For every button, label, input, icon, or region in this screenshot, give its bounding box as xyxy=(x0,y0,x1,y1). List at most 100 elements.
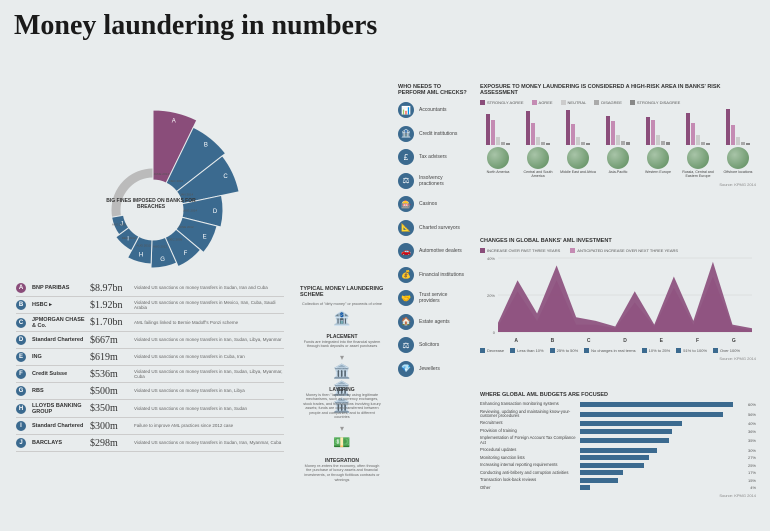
budget-value: 17% xyxy=(748,470,756,475)
budgets-source: Source: KPMG 2014 xyxy=(480,493,756,498)
svg-text:40%: 40% xyxy=(487,256,495,261)
budget-bar xyxy=(580,429,746,434)
scheme-step: 🏦 PLACEMENT Funds are integrated into th… xyxy=(300,310,384,349)
globe-icon xyxy=(647,147,669,169)
budget-bar xyxy=(580,412,746,417)
budget-row: Enhancing transaction monitoring systems… xyxy=(480,402,756,407)
aml-label: Solicitors xyxy=(419,342,439,348)
radial-center-label: BIG FINES IMPOSED ON BANKS FOR BREACHES xyxy=(96,198,206,210)
exposure-bars xyxy=(520,109,556,145)
svg-text:A: A xyxy=(172,118,176,124)
aml-item: ⚖ Solicitors xyxy=(398,337,468,353)
exposure-region: Offshore locations xyxy=(720,109,756,179)
aml-item: £ Tax advisers xyxy=(398,149,468,165)
fine-badge: G xyxy=(16,386,26,396)
budget-row: Provision of training 36% xyxy=(480,429,756,434)
fine-desc: Failure to improve AML practices since 2… xyxy=(134,423,284,428)
svg-text:JAN 2014: JAN 2014 xyxy=(180,192,194,196)
budget-label: Implementation of Foreign Account Tax Co… xyxy=(480,436,580,445)
aml-icon: 🏠 xyxy=(398,314,414,330)
exposure-title: EXPOSURE TO MONEY LAUNDERING IS CONSIDER… xyxy=(480,84,756,96)
budget-row: Reviewing, updating and maintaining know… xyxy=(480,410,756,419)
scheme-icon: 💵 xyxy=(328,434,356,456)
svg-text:AUG 2012: AUG 2012 xyxy=(153,244,167,248)
scheme-step: 🏛️🏛️🏛️ LAYERING Money is then "layered" … xyxy=(300,363,384,420)
budget-bar xyxy=(580,470,746,475)
fine-amount: $1.70bn xyxy=(90,317,134,328)
fine-bank: JPMORGAN CHASE & Co. xyxy=(32,317,90,329)
aml-label: Charted surveyors xyxy=(419,225,460,231)
budget-row: Recruitment 40% xyxy=(480,421,756,426)
fine-desc: Violated US sanctions on money transfers… xyxy=(134,300,284,311)
fine-bank: HSBC ▸ xyxy=(32,302,90,308)
scheme-step-desc: Funds are integrated into the financial … xyxy=(300,340,384,349)
aml-icon: £ xyxy=(398,149,414,165)
legend-item: 25% to 50% xyxy=(550,348,579,353)
budgets-chart: WHERE GLOBAL AML BUDGETS ARE FOCUSED Enh… xyxy=(480,392,756,498)
exposure-region: North America xyxy=(480,109,516,179)
fine-desc: AML failings linked to Bernie Madoff's P… xyxy=(134,320,284,325)
laundering-scheme: TYPICAL MONEY LAUNDERING SCHEME Collecti… xyxy=(300,286,384,486)
budget-bar xyxy=(580,438,746,443)
fine-bank: BNP PARIBAS xyxy=(32,285,90,291)
budget-value: 25% xyxy=(748,463,756,468)
budget-bar xyxy=(580,485,748,490)
fine-row: E ING $619m Violated US sanctions on mon… xyxy=(16,349,284,366)
aml-icon: ⚖ xyxy=(398,173,414,189)
svg-text:G: G xyxy=(160,257,165,263)
aml-checks-list: WHO NEEDS TO PERFORM AML CHECKS? 📊 Accou… xyxy=(398,84,468,384)
aml-item: 🎰 Casinos xyxy=(398,196,468,212)
fine-desc: Violated US sanctions on money transfers… xyxy=(134,354,284,359)
budget-value: 4% xyxy=(750,485,756,490)
region-label: Russia, Central and Eastern Europe xyxy=(680,171,716,179)
budget-label: Other xyxy=(480,486,580,491)
aml-icon: 📐 xyxy=(398,220,414,236)
region-label: North America xyxy=(480,171,516,175)
legend-item: 10% to 25% xyxy=(642,348,671,353)
aml-item: 🤝 Trust service providers xyxy=(398,290,468,306)
globe-icon xyxy=(527,147,549,169)
fine-desc: Violated US sanctions on money transfers… xyxy=(134,369,284,380)
budget-row: Increasing internal reporting requiremen… xyxy=(480,463,756,468)
svg-text:C: C xyxy=(223,174,228,180)
fine-bank: Credit Suisse xyxy=(32,371,90,377)
fine-amount: $350m xyxy=(90,403,134,414)
fine-badge: B xyxy=(16,300,26,310)
fines-table: A BNP PARIBAS $8.97bn Violated US sancti… xyxy=(16,280,284,452)
budget-value: 60% xyxy=(748,402,756,407)
svg-text:G: G xyxy=(732,338,736,344)
legend-item: Decrease xyxy=(480,348,504,353)
aml-icon: 🏦 xyxy=(398,126,414,142)
scheme-icon: 🏦 xyxy=(328,310,356,332)
aml-item: 📊 Accountants xyxy=(398,102,468,118)
aml-icon: ⚖ xyxy=(398,337,414,353)
budget-label: Transaction look-back reviews xyxy=(480,478,580,483)
legend-item: Less than 10% xyxy=(510,348,543,353)
svg-text:20%: 20% xyxy=(487,293,495,298)
aml-item: 🏠 Estate agents xyxy=(398,314,468,330)
aml-icon: 🚗 xyxy=(398,243,414,259)
aml-item: 🏦 Credit institutions xyxy=(398,126,468,142)
fine-row: A BNP PARIBAS $8.97bn Violated US sancti… xyxy=(16,280,284,297)
legend-item: STRONGLY DISAGREE xyxy=(630,100,680,105)
fine-row: F Credit Suisse $536m Violated US sancti… xyxy=(16,366,284,383)
aml-item: 💎 Jewellers xyxy=(398,361,468,377)
budget-bar xyxy=(580,448,746,453)
budget-label: Provision of training xyxy=(480,429,580,434)
fine-amount: $1.92bn xyxy=(90,300,134,311)
fine-amount: $298m xyxy=(90,438,134,449)
budget-bar xyxy=(580,421,746,426)
fine-bank: Standard Chartered xyxy=(32,337,90,343)
budget-value: 40% xyxy=(748,421,756,426)
exposure-bars xyxy=(480,109,516,145)
fine-row: D Standard Chartered $667m Violated US s… xyxy=(16,332,284,349)
globe-icon xyxy=(567,147,589,169)
globe-icon xyxy=(727,147,749,169)
svg-text:B: B xyxy=(551,338,555,344)
scheme-step-desc: Money is then "layered" by using legitim… xyxy=(300,393,384,420)
fine-amount: $8.97bn xyxy=(90,283,134,294)
budget-row: Conducting anti-bribery and corruption a… xyxy=(480,470,756,475)
globe-icon xyxy=(687,147,709,169)
svg-text:DEC 2009: DEC 2009 xyxy=(168,238,182,242)
region-label: Western Europe xyxy=(640,171,676,175)
